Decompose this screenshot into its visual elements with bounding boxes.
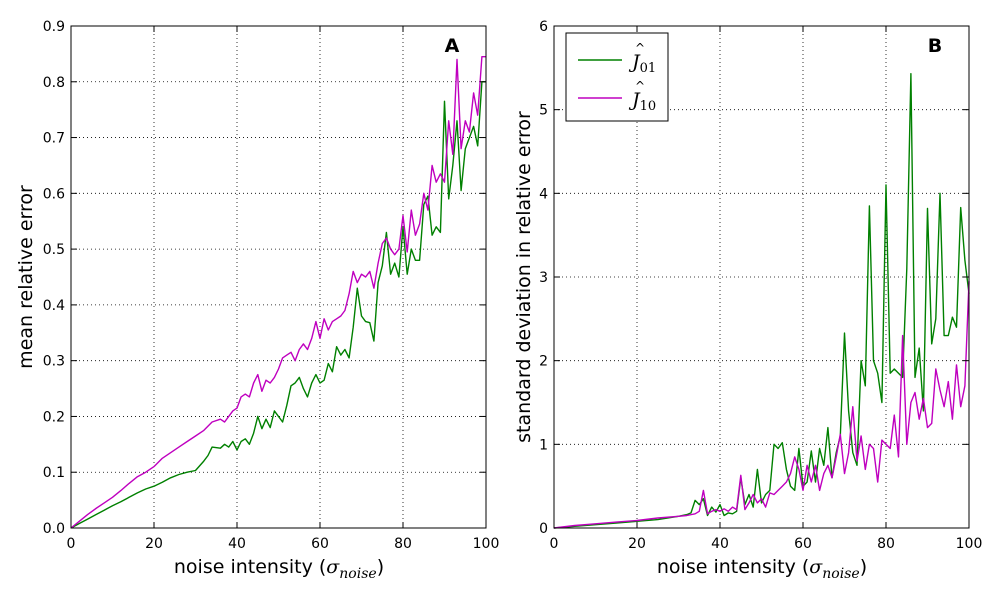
legend-entry-j01: J01	[628, 51, 656, 76]
panel-a-ytick-label: 0.6	[43, 186, 65, 202]
panel-b-ytick-label: 0	[539, 521, 548, 537]
panel-b-xtick-label: 100	[956, 536, 983, 552]
panel-a-ytick-label: 0.7	[43, 131, 65, 147]
panel-a-label: A	[445, 35, 460, 57]
legend-entry-j10: J10	[628, 89, 656, 114]
legend-hat-j01: ^	[635, 41, 645, 55]
panel-b-xtick-label: 80	[877, 536, 895, 552]
panel-a-series	[70, 56, 486, 529]
legend-entry-j10-base: J	[628, 89, 641, 111]
panel-a: 0 20 40 60 80 100 0.0 0.1 0.2 0.3 0.4 0.5 0.6 0.7 0.8 0…	[15, 19, 499, 582]
legend-entry-j01-sub: 01	[640, 61, 657, 76]
legend-entry-j01-base: J	[628, 51, 641, 73]
panel-a-ylabel: mean relative error	[15, 185, 37, 369]
panel-b-xlabel-text: noise intensity (	[657, 556, 809, 578]
panel-b-label: B	[928, 35, 942, 57]
panel-a-xlabel-close: )	[377, 556, 384, 578]
panel-b-ytick-label: 1	[539, 437, 548, 453]
panel-a-ytick-label: 0.3	[43, 354, 65, 370]
panel-a-xlabel-text: noise intensity (	[174, 556, 326, 578]
panel-b-xtick-label: 0	[550, 536, 559, 552]
panel-a-xtick-label: 40	[228, 536, 246, 552]
panel-b-ylabel: standard deviation in relative error	[513, 111, 535, 443]
panel-a-xtick-label: 100	[473, 536, 500, 552]
panel-a-ytick-label: 0.2	[43, 409, 65, 425]
panel-b-series-line-j01	[553, 73, 970, 529]
panel-b-legend: J01 ^ J10 ^	[565, 32, 669, 122]
panel-a-xtick-label: 60	[311, 536, 329, 552]
legend-box	[565, 32, 669, 122]
panel-b-xlabel-close: )	[860, 556, 867, 578]
panel-b-xlabel-sub: noise	[822, 566, 859, 582]
panel-b-xlabel-math: σ	[809, 556, 823, 578]
panel-a-grid	[71, 26, 486, 528]
panel-a-xlabel-math: σ	[326, 556, 340, 578]
panel-a-ytick-label: 0.0	[43, 521, 65, 537]
panel-a-xlabel: noise intensity (σnoise)	[174, 556, 384, 582]
panel-b-series	[553, 73, 970, 529]
panel-a-frame	[70, 25, 487, 529]
panel-a-xtick-label: 0	[67, 536, 76, 552]
panel-a-xlabel-sub: noise	[339, 566, 376, 582]
panel-b-ytick-label: 2	[539, 354, 548, 370]
panel-a-ytick-label: 0.1	[43, 465, 65, 481]
panel-a-ticks: 0 20 40 60 80 100 0.0 0.1 0.2 0.3 0.4 0.5 0.6 0.7 0.8 0…	[43, 19, 500, 552]
panel-a-series-line-j10	[70, 56, 486, 529]
panel-b-ytick-label: 5	[539, 103, 548, 119]
panel-a-xtick-label: 80	[394, 536, 412, 552]
panel-b-ytick-label: 3	[539, 270, 548, 286]
panel-b-xtick-label: 20	[628, 536, 646, 552]
panel-a-ytick-label: 0.5	[43, 242, 65, 258]
legend-hat-j10: ^	[635, 79, 645, 93]
legend-entry-j10-sub: 10	[640, 99, 657, 114]
panel-a-ytick-label: 0.4	[43, 298, 65, 314]
panel-a-xtick-label: 20	[145, 536, 163, 552]
panel-b-series-line-j10	[553, 281, 970, 529]
panel-b-xlabel: noise intensity (σnoise)	[657, 556, 867, 582]
panel-b-xtick-label: 40	[711, 536, 729, 552]
panel-b-ytick-label: 4	[539, 186, 548, 202]
panel-b-ytick-label: 6	[539, 19, 548, 35]
panel-a-ytick-label: 0.8	[43, 75, 65, 91]
panel-a-ytick-label: 0.9	[43, 19, 65, 35]
panel-b-xtick-label: 60	[794, 536, 812, 552]
